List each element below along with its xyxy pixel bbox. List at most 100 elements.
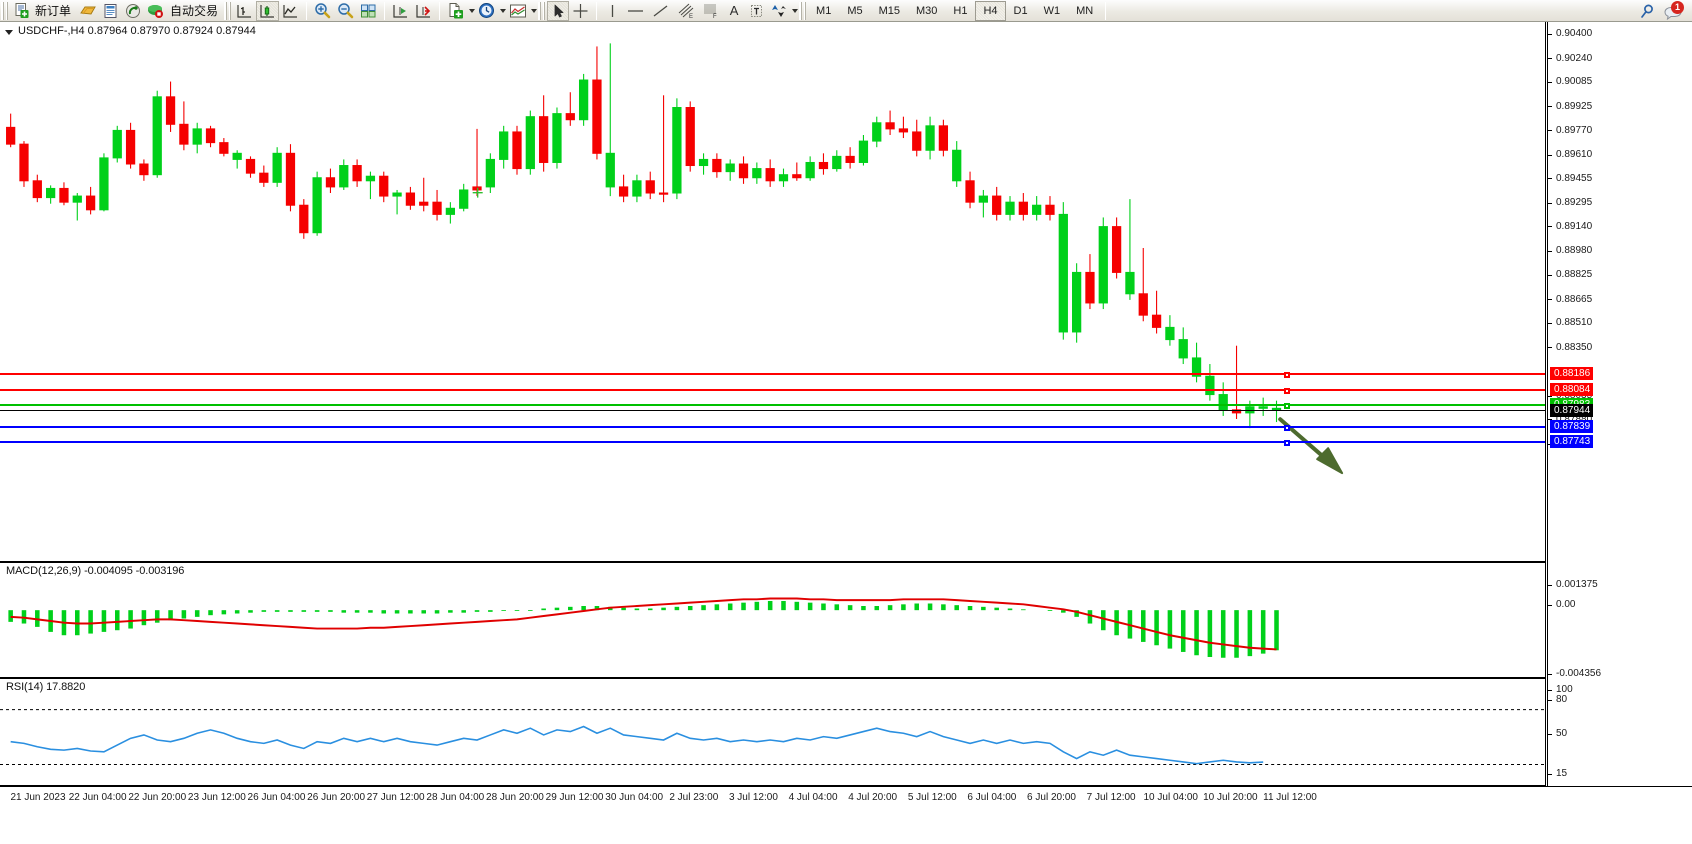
bar-chart-button[interactable] [233,1,256,21]
price-line-pending-0.87743[interactable] [0,439,1545,446]
price-scale[interactable]: 0.90400 0.90240 0.90085 0.89925 0.89770 0.896… [1547,22,1692,786]
timeframe-d1[interactable]: D1 [1006,1,1036,21]
timeframe-m5[interactable]: M5 [839,1,870,21]
horizontal-line-button[interactable] [623,1,648,21]
navigator-button[interactable] [122,1,144,21]
price-tick: 0.90240 [1548,53,1592,64]
cursor-arrow-icon [554,4,564,17]
price-line-sell-0.88084[interactable] [0,387,1545,394]
candlestick-chart-button[interactable] [256,0,280,21]
line-chart-button[interactable] [279,1,302,21]
equidistant-channel-button[interactable]: E [673,1,698,21]
time-tick: 6 Jul 20:00 [1027,792,1076,803]
timeframe-group: M1 M5 M15 M30 H1 H4 D1 W1 MN [808,0,1101,21]
arrows-button[interactable] [767,1,791,21]
zoom-out-button[interactable] [334,1,357,21]
indicators-dropdown-caret[interactable] [469,8,476,13]
price-line-handle[interactable] [1284,371,1290,378]
price-level-label-last: 0.87944 [1550,403,1594,417]
arrows-icon [772,4,787,17]
new-order-button[interactable]: 新订单 [10,1,76,21]
price-line-handle[interactable] [1284,425,1290,431]
candlestick-canvas [6,43,1282,429]
timeframe-h4[interactable]: H4 [975,0,1006,21]
price-line-handle[interactable] [1284,439,1290,446]
tile-windows-button[interactable] [357,1,380,21]
toolbar-grip-standard[interactable] [1,1,8,20]
macd-pane[interactable]: MACD(12,26,9) -0.004095 -0.003196 [0,562,1546,678]
templates-button[interactable] [506,1,530,21]
price-tick: 0.89925 [1548,101,1592,112]
time-tick: 30 Jun 04:00 [605,792,664,803]
navigator-icon [126,3,141,18]
toolbar-grip-charts[interactable] [224,1,232,20]
timeframe-m1[interactable]: M1 [808,1,839,21]
timeframe-m15[interactable]: M15 [871,1,908,21]
chart-autoscroll-button[interactable] [412,1,435,21]
timeframe-w1[interactable]: W1 [1036,1,1069,21]
price-level-label-pending: 0.87743 [1550,434,1594,448]
zoom-in-icon [315,3,331,19]
rsi-label: RSI(14) 17.8820 [6,681,86,693]
price-line-handle[interactable] [1284,402,1290,409]
time-scale[interactable]: 21 Jun 2023 22 Jun 04:00 22 Jun 20:00 23 Ju… [0,786,1692,844]
timeframe-h1[interactable]: H1 [945,1,975,21]
price-line-last-0.87944[interactable] [0,409,1545,411]
toolbar-separator-2 [384,1,386,20]
time-tick: 10 Jul 20:00 [1203,792,1258,803]
toolbar-separator-3 [439,1,441,20]
crosshair-icon [573,3,588,18]
price-line-handle[interactable] [1284,387,1290,394]
price-tick: 0.89140 [1548,221,1592,232]
time-tick: 2 Jul 23:00 [669,792,719,803]
toolbar-grip-lines[interactable] [538,1,546,20]
data-window-button[interactable] [100,1,122,21]
rsi-tick: 50 [1548,728,1567,739]
rsi-tick: 80 [1548,694,1567,705]
macd-canvas [8,597,1279,658]
line-chart-icon [283,4,298,18]
cursor-button[interactable] [547,0,570,21]
horizontal-line-icon [628,9,644,12]
chart-shift-button[interactable] [389,1,412,21]
price-tick: 0.89455 [1548,173,1592,184]
fibonacci-icon: F [704,4,717,19]
indicators-button[interactable] [444,1,468,21]
auto-trading-label: 自动交易 [170,4,219,18]
macd-label: MACD(12,26,9) -0.004095 -0.003196 [6,565,185,577]
fibonacci-button[interactable]: F [698,1,723,21]
chart-collapse-caret-icon[interactable] [5,30,13,35]
rsi-canvas [0,709,1545,765]
timeframe-mn[interactable]: MN [1068,1,1101,21]
time-tick: 27 Jun 12:00 [366,792,425,803]
chart-area: USDCHF-,H4 0.87964 0.87970 0.87924 0.879… [0,22,1692,844]
templates-dropdown-caret[interactable] [531,8,538,13]
timeframe-label: M1 [816,4,832,17]
timeframe-m30[interactable]: M30 [908,1,945,21]
period-button[interactable] [475,1,499,21]
crosshair-button[interactable] [569,1,592,21]
text-label-button[interactable] [745,1,767,21]
symbol-ohlc-label: USDCHF-,H4 0.87964 0.87970 0.87924 0.879… [18,25,256,37]
annotation-arrow[interactable] [0,22,1545,561]
vertical-line-button[interactable] [601,1,623,21]
toolbar-separator-1 [306,1,308,20]
market-watch-button[interactable] [76,1,100,21]
period-dropdown-caret[interactable] [500,8,507,13]
rsi-pane[interactable]: RSI(14) 17.8820 [0,678,1546,786]
zoom-in-button[interactable] [311,1,334,21]
price-line-sell-0.88186[interactable] [0,371,1545,378]
price-tick: 0.90085 [1548,76,1592,87]
text-button[interactable]: A [723,1,745,21]
search-button[interactable] [1639,3,1655,19]
price-line-pending-0.87839[interactable] [0,425,1545,431]
toolbar-grip-timeframes[interactable] [799,1,807,20]
price-line-buy-0.87983[interactable] [0,402,1545,409]
arrows-dropdown-caret[interactable] [792,8,799,13]
auto-trading-button[interactable]: 自动交易 [144,1,223,21]
trendline-button[interactable] [648,1,673,21]
price-pane[interactable]: USDCHF-,H4 0.87964 0.87970 0.87924 0.879… [0,22,1546,562]
template-icon [510,4,527,17]
notification-count: 1 [1674,1,1680,12]
notifications-button[interactable]: 1 [1663,0,1684,20]
